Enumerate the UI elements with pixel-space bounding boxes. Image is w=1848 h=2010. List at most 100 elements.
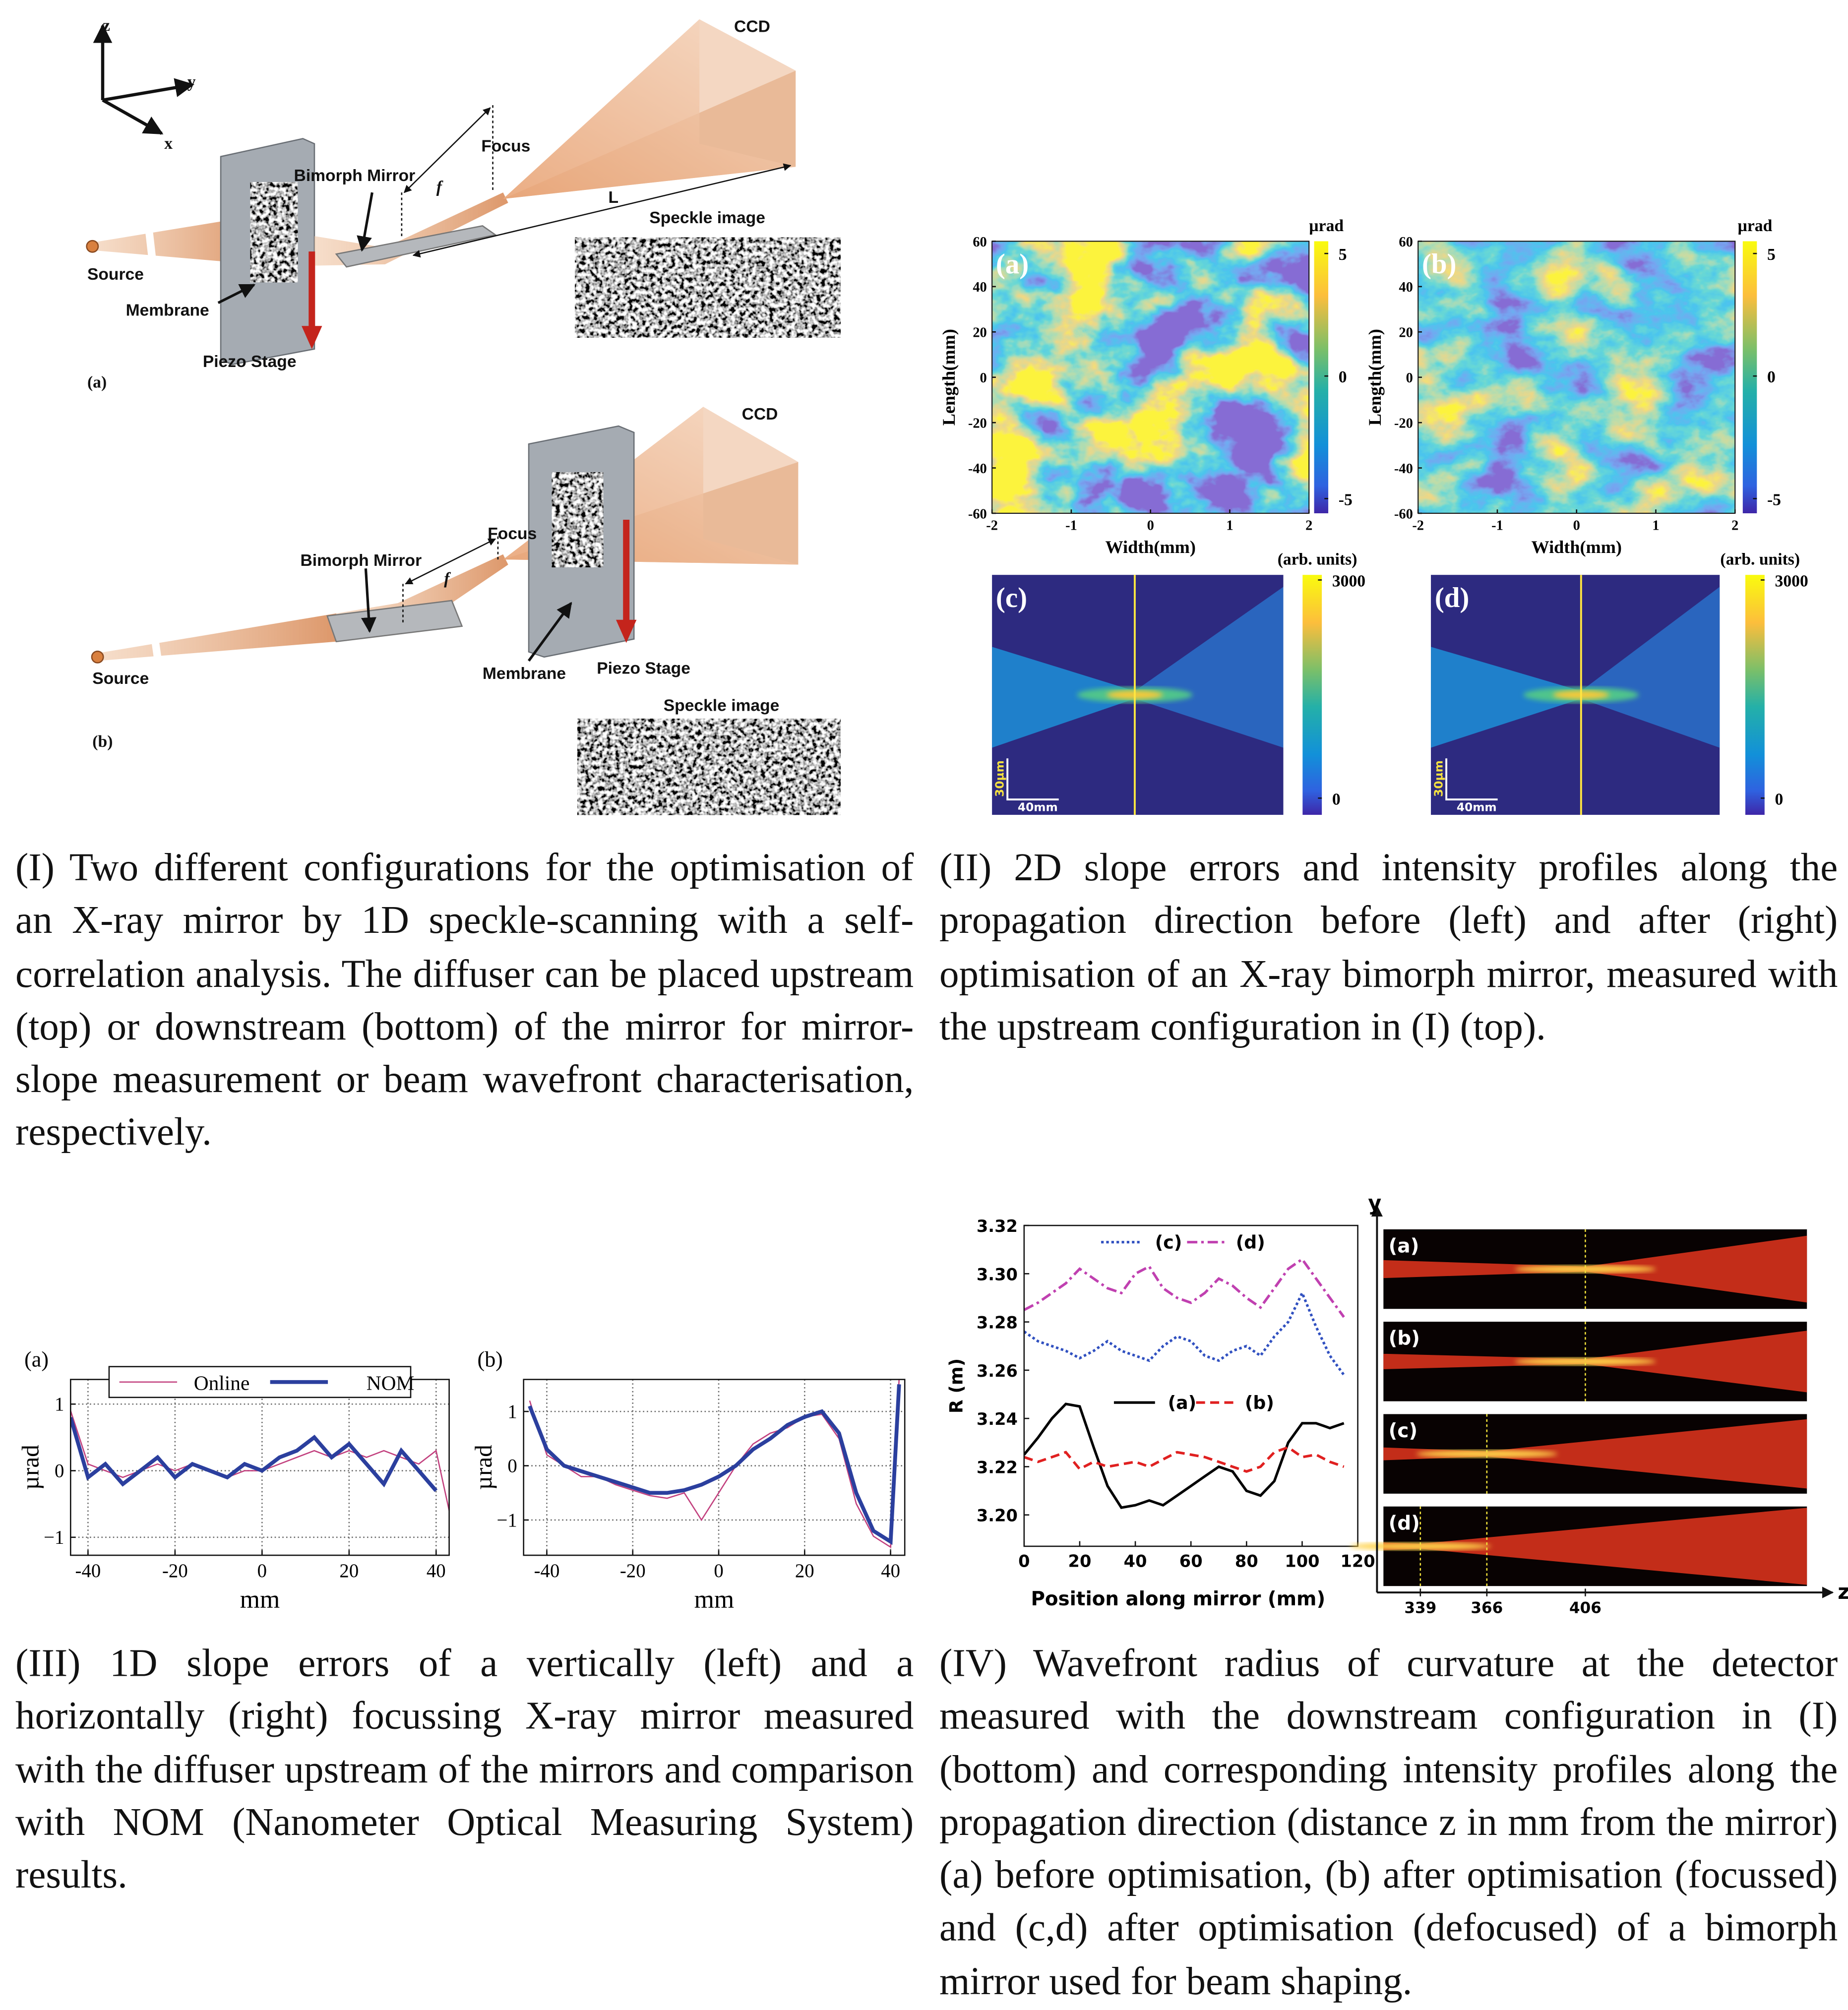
y-tick-label: 60 bbox=[973, 235, 986, 250]
label: (a) bbox=[87, 373, 107, 391]
plot-frame bbox=[1023, 1224, 1358, 1547]
y-tick-label: -20 bbox=[1394, 416, 1413, 431]
colorbar-label: (arb. units) bbox=[1720, 550, 1800, 569]
beam bbox=[1134, 587, 1284, 748]
speckle-image bbox=[577, 719, 841, 815]
x-tick-label: -2 bbox=[1412, 518, 1424, 534]
x-axis-label: mm bbox=[694, 1585, 735, 1614]
x-tick-label: 1 bbox=[1226, 518, 1233, 534]
label: L bbox=[608, 188, 618, 207]
caption-text: 2D slope errors and intensity profiles a… bbox=[939, 846, 1838, 1048]
caption: (IV) Wavefront radius of curvature at th… bbox=[939, 1638, 1838, 2009]
colorbar-tick-label: 3000 bbox=[1332, 572, 1365, 590]
y-tick-label: -40 bbox=[1394, 461, 1413, 477]
axis-label: y bbox=[187, 73, 196, 91]
series-line bbox=[1024, 1289, 1345, 1376]
y-tick-label: −1 bbox=[44, 1527, 64, 1548]
z-tick-label: 339 bbox=[1404, 1599, 1436, 1617]
heatmap-image bbox=[1418, 241, 1735, 513]
beam bbox=[97, 613, 336, 661]
colorbar bbox=[1742, 241, 1757, 513]
colorbar-tick-label: 0 bbox=[1775, 790, 1784, 808]
y-tick-label: 1 bbox=[55, 1394, 64, 1415]
panel-tag: (d) bbox=[1389, 1512, 1420, 1534]
caption: (I) Two different configurations for the… bbox=[15, 842, 914, 1159]
panel-tag: (d) bbox=[1435, 582, 1470, 613]
colorbar-tick-label: 5 bbox=[1767, 245, 1776, 264]
plot-frame bbox=[523, 1379, 906, 1556]
caption-text: Two different configurations for the opt… bbox=[15, 846, 914, 1155]
axis-arrow bbox=[102, 99, 164, 135]
x-axis-label: Position along mirror (mm) bbox=[1031, 1588, 1325, 1610]
caption: (III) 1D slope errors of a vertically (l… bbox=[15, 1638, 914, 1902]
axis-label: z bbox=[103, 16, 110, 35]
source bbox=[86, 240, 99, 253]
beam bbox=[1383, 1419, 1807, 1489]
x-tick-label: 0 bbox=[1573, 518, 1580, 534]
series-line bbox=[1024, 1402, 1345, 1509]
y-axis-label: µrad bbox=[470, 1445, 497, 1490]
mirror bbox=[326, 600, 463, 643]
caption-label: (IV) bbox=[939, 1641, 1007, 1685]
y-tick-label: -20 bbox=[968, 416, 987, 431]
axis-arrow bbox=[102, 78, 194, 102]
series-line bbox=[70, 1417, 438, 1492]
colorbar-tick-label: 0 bbox=[1332, 790, 1341, 808]
x-tick-label: 80 bbox=[1235, 1551, 1258, 1571]
axis-label: x bbox=[164, 134, 173, 153]
x-tick-label: 20 bbox=[795, 1560, 814, 1582]
x-tick-label: 120 bbox=[1340, 1551, 1375, 1571]
y-tick-label: 0 bbox=[1406, 370, 1413, 386]
y-tick-label: 3.30 bbox=[977, 1265, 1018, 1284]
y-axis-label: R (m) bbox=[946, 1358, 967, 1413]
x-tick-label: -1 bbox=[1065, 518, 1077, 534]
beam-break bbox=[151, 641, 162, 660]
y-tick-label: 1 bbox=[507, 1401, 517, 1422]
y-tick-label: -60 bbox=[1394, 506, 1413, 522]
label: Speckle image bbox=[649, 209, 765, 227]
label: Speckle image bbox=[664, 696, 780, 715]
x-tick-label: 0 bbox=[257, 1560, 267, 1582]
panel-tag: (b) bbox=[1422, 248, 1457, 280]
colorbar-tick-label: -5 bbox=[1767, 490, 1781, 509]
y-tick-label: -40 bbox=[968, 461, 987, 477]
y-tick-label: 0 bbox=[980, 370, 987, 386]
pointer bbox=[217, 284, 256, 304]
x-tick-label: 2 bbox=[1731, 518, 1738, 534]
x-tick-label: 40 bbox=[881, 1560, 900, 1582]
x-tick-label: 1 bbox=[1652, 518, 1659, 534]
label: Bimorph Mirror bbox=[294, 167, 416, 185]
panel-tag: (a) bbox=[24, 1347, 49, 1372]
label: (b) bbox=[92, 732, 113, 751]
pointer bbox=[361, 568, 376, 633]
pointer bbox=[357, 192, 373, 252]
scale-bar-label: 30µm bbox=[1432, 760, 1445, 797]
x-axis-label: mm bbox=[240, 1585, 280, 1614]
y-tick-label: 0 bbox=[507, 1455, 517, 1476]
beam bbox=[1431, 647, 1581, 748]
x-axis-label: Width(mm) bbox=[1532, 537, 1622, 557]
y-tick-label: 3.28 bbox=[977, 1313, 1018, 1333]
colorbar-tick-label: -5 bbox=[1339, 490, 1353, 509]
legend-label: (a) bbox=[1168, 1392, 1197, 1413]
x-tick-label: -40 bbox=[75, 1560, 101, 1582]
beam bbox=[992, 647, 1135, 748]
scale-bar bbox=[1006, 758, 1059, 800]
beam bbox=[1581, 587, 1720, 748]
label: Membrane bbox=[126, 302, 209, 320]
colorbar-tick-label: 5 bbox=[1339, 245, 1347, 264]
y-tick-label: -60 bbox=[968, 506, 987, 522]
label: CCD bbox=[742, 405, 778, 424]
y-axis-label: Length(mm) bbox=[939, 329, 959, 426]
x-tick-label: -20 bbox=[162, 1560, 188, 1582]
caption-text: Wavefront radius of curvature at the det… bbox=[939, 1641, 1838, 2003]
legend-label: (c) bbox=[1155, 1232, 1182, 1253]
x-axis-label: Width(mm) bbox=[1105, 537, 1195, 557]
beam-waist bbox=[1515, 1265, 1656, 1273]
caption: (II) 2D slope errors and intensity profi… bbox=[939, 842, 1838, 1053]
z-axis-label: z bbox=[1838, 1580, 1848, 1604]
x-tick-label: 60 bbox=[1179, 1551, 1203, 1571]
series-line bbox=[528, 1384, 901, 1545]
